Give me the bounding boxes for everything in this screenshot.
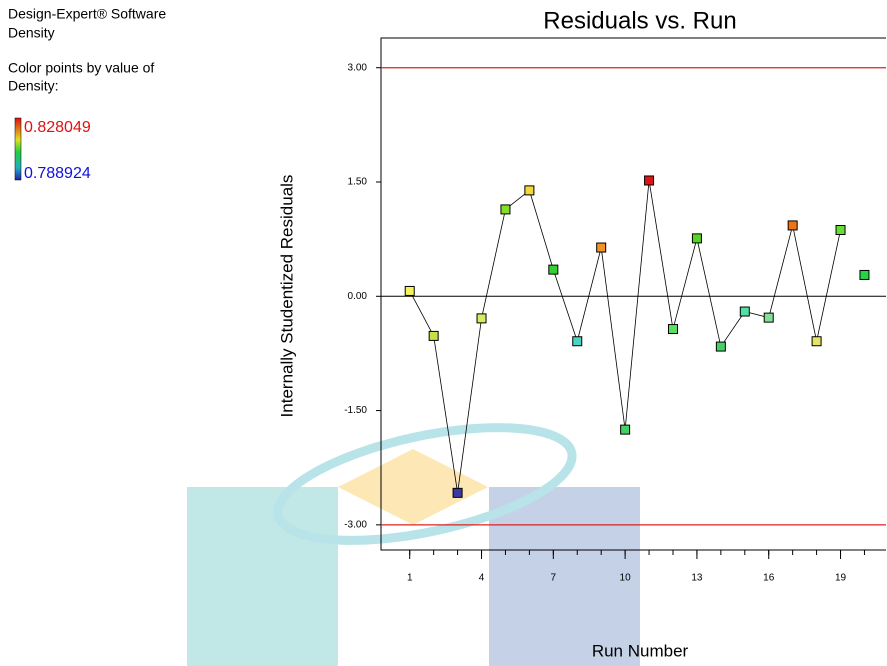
connector — [769, 225, 793, 317]
connector — [649, 180, 673, 329]
point — [764, 313, 773, 322]
point — [860, 270, 869, 279]
color-max: 0.828049 — [24, 119, 91, 136]
connector — [697, 238, 721, 346]
x-tick-label: 10 — [620, 573, 632, 584]
point — [645, 176, 654, 185]
point — [836, 226, 845, 235]
x-tick-label: 1 — [407, 573, 413, 584]
color-note: Color points by value of — [8, 60, 154, 76]
point — [549, 265, 558, 274]
x-tick-label: 19 — [835, 573, 847, 584]
connector — [601, 248, 625, 430]
point — [692, 234, 701, 243]
point — [429, 331, 438, 340]
y-tick-label: 1.50 — [348, 177, 368, 188]
connector — [553, 270, 577, 342]
y-tick-label: 3.00 — [348, 62, 368, 73]
connector — [673, 238, 697, 329]
x-tick-label: 16 — [763, 573, 775, 584]
y-axis-label: Internally Studentized Residuals — [277, 175, 296, 418]
chart-title: Residuals vs. Run — [543, 7, 736, 34]
connector — [817, 230, 841, 341]
watermark — [187, 406, 640, 666]
y-tick-label: -1.50 — [344, 405, 367, 416]
point — [621, 425, 630, 434]
point — [501, 205, 510, 214]
y-tick-label: -3.00 — [344, 519, 367, 530]
connector — [793, 225, 817, 341]
point — [812, 337, 821, 346]
x-tick-label: 7 — [551, 573, 557, 584]
connector — [721, 312, 745, 347]
point — [453, 488, 462, 497]
color-bar — [15, 118, 21, 180]
point — [668, 325, 677, 334]
point — [477, 314, 486, 323]
point — [788, 221, 797, 230]
connector — [482, 209, 506, 318]
watermark-block — [489, 487, 640, 666]
x-axis-label: Run Number — [592, 641, 689, 660]
connector — [625, 180, 649, 429]
point — [573, 337, 582, 346]
connector — [529, 190, 553, 269]
point — [740, 307, 749, 316]
point — [405, 286, 414, 295]
y-tick-label: 0.00 — [348, 291, 368, 302]
connector — [410, 291, 434, 336]
point — [716, 342, 725, 351]
software-label: Design-Expert® Software — [8, 6, 166, 22]
chart: Design-Expert® Software Density Color po… — [0, 0, 887, 666]
watermark-diamond — [338, 449, 488, 525]
point — [525, 186, 534, 195]
response-label: Density — [8, 25, 55, 41]
x-tick-label: 13 — [691, 573, 703, 584]
point — [597, 243, 606, 252]
watermark-block — [187, 487, 338, 666]
color-min: 0.788924 — [24, 165, 91, 182]
connector — [458, 318, 482, 492]
color-variable: Density: — [8, 78, 59, 94]
x-tick-label: 4 — [479, 573, 485, 584]
connector — [577, 248, 601, 342]
